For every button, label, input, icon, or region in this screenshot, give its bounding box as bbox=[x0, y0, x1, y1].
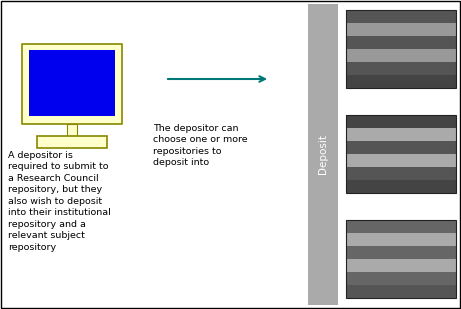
Bar bbox=[37, 136, 107, 148]
Bar bbox=[346, 115, 456, 128]
Bar bbox=[346, 49, 456, 62]
Text: Deposit: Deposit bbox=[318, 134, 328, 175]
Bar bbox=[346, 115, 456, 193]
Bar bbox=[346, 36, 456, 49]
Bar bbox=[346, 246, 456, 259]
Bar bbox=[346, 180, 456, 193]
Bar bbox=[308, 4, 338, 305]
Bar bbox=[346, 259, 456, 272]
Bar bbox=[346, 23, 456, 36]
Bar bbox=[22, 44, 122, 124]
Bar bbox=[346, 233, 456, 246]
Bar bbox=[346, 154, 456, 167]
Bar bbox=[346, 10, 456, 88]
Bar bbox=[346, 128, 456, 141]
Bar bbox=[67, 124, 77, 136]
Bar bbox=[346, 272, 456, 285]
Bar bbox=[346, 167, 456, 180]
Bar bbox=[346, 75, 456, 88]
Text: A depositor is
required to submit to
a Research Council
repository, but they
als: A depositor is required to submit to a R… bbox=[8, 151, 111, 252]
Bar bbox=[346, 62, 456, 75]
Bar bbox=[346, 10, 456, 23]
Bar bbox=[346, 220, 456, 298]
Text: The depositor can
choose one or more
repositories to
deposit into: The depositor can choose one or more rep… bbox=[153, 124, 248, 167]
Bar bbox=[346, 285, 456, 298]
Bar bbox=[346, 220, 456, 233]
Bar bbox=[29, 50, 115, 116]
Bar bbox=[346, 141, 456, 154]
